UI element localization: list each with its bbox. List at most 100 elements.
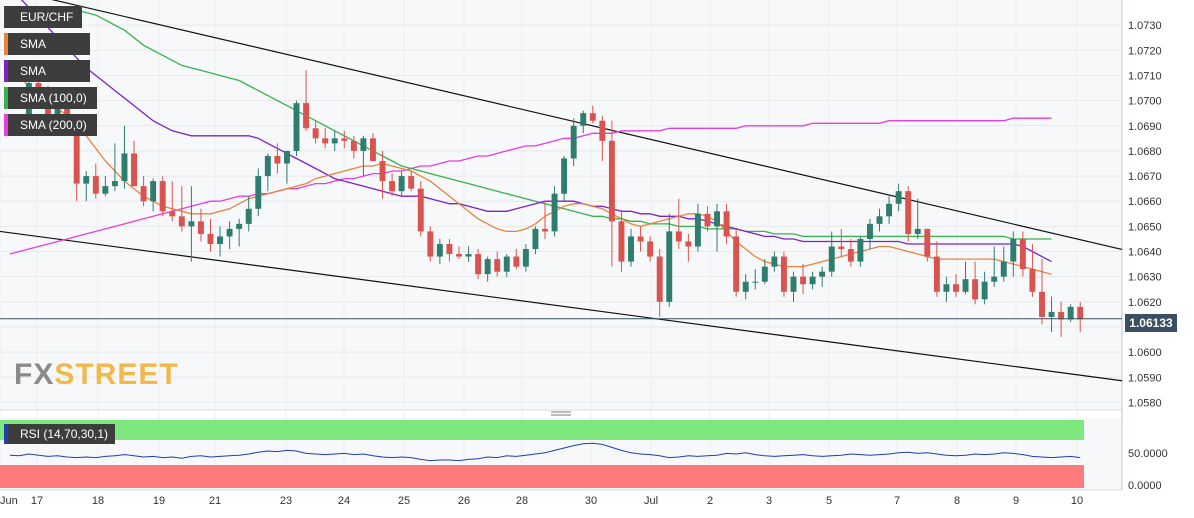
candle-body [599,120,606,141]
candle-body [962,279,969,292]
x-tick-label: 19 [153,495,165,507]
candle-body [761,266,768,282]
y-tick-label: 1.0680 [1128,146,1162,158]
candle-body [570,125,577,159]
sma100-label[interactable]: SMA (100,0) [4,87,97,109]
candle-body [475,254,482,275]
candle-body [169,211,176,217]
candle-body [283,150,290,164]
sma200-label[interactable]: SMA (200,0) [4,114,97,136]
symbol-label[interactable]: EUR/CHF [4,6,82,28]
y-tick-label: 1.0650 [1128,221,1162,233]
candle-body [1067,306,1074,320]
y-tick-label: 1.0620 [1128,297,1162,309]
candle-body [1039,291,1045,317]
sma21-line [9,69,1052,275]
candle-body [236,223,243,229]
candle-body [322,138,329,144]
candle-body [312,128,319,139]
sma50-label[interactable]: SMA (50,0) [4,60,90,100]
candle-body [188,221,195,227]
candle-body [1077,306,1084,320]
x-tick-label: 30 [585,495,597,507]
candle-body [456,254,462,257]
candle-body [771,256,778,267]
candle-body [723,211,730,237]
candle-body [150,181,157,202]
candle-body [972,279,979,300]
candle-body [733,236,740,292]
candle-body [274,155,281,164]
x-tick-label: 17 [31,495,43,507]
candle-body [981,281,988,300]
candle-body [293,103,300,151]
x-tick-label: 5 [826,495,832,507]
candle-body [436,243,443,257]
candle-body [427,231,434,257]
x-tick-label: 23 [280,495,292,507]
candle-body [628,236,634,262]
candle-body [675,231,682,242]
price-pane [0,0,1122,410]
candle-body [780,256,787,292]
x-tick-label: 3 [766,495,772,507]
rsi-tick-label: 0.0000 [1128,480,1162,492]
candle-body [131,153,137,187]
candle-body [561,158,568,194]
candle-body [943,284,950,292]
candle-body [685,241,692,247]
candle-body [255,176,262,209]
candle-body [264,155,271,177]
rsi-tick-label: 50.0000 [1128,448,1168,460]
candle-body [503,256,510,272]
candle-body [886,203,893,217]
y-tick-label: 1.0730 [1128,20,1162,32]
candle-body [608,140,615,222]
candle-body [838,246,845,250]
y-tick-label: 1.0600 [1128,347,1162,359]
candle-body [876,216,883,224]
x-tick-label: 8 [954,495,960,507]
candle-body [800,276,807,285]
y-tick-label: 1.0690 [1128,121,1162,133]
candle-body [905,191,912,234]
candle-body [551,193,558,232]
candle-body [341,138,348,141]
trendline [0,230,1123,382]
fxstreet-logo: FXSTREET [14,358,179,391]
candle-body [704,213,711,227]
candle-body [637,236,644,242]
sma200-line [9,117,1052,255]
candle-body [666,231,673,302]
candle-body [618,221,625,262]
candle-body [589,113,596,121]
candle-body [790,276,797,292]
candle-body [532,228,539,250]
candle-body [1048,311,1055,317]
sma50-line [20,0,1052,263]
y-tick-label: 1.0590 [1128,372,1162,384]
y-tick-label: 1.0710 [1128,70,1162,82]
y-tick-label: 1.0640 [1128,247,1162,259]
sma21-label[interactable]: SMA (21,0) [4,33,90,73]
candle-body [494,259,501,272]
rsi-label[interactable]: RSI (14,70,30,1) [4,424,115,444]
x-tick-label: 2 [707,495,713,507]
candle-body [197,221,204,234]
y-tick-label: 1.0660 [1128,196,1162,208]
candle-body [819,271,826,277]
candle-body [207,233,214,244]
x-tick-label: 24 [338,495,350,507]
candle-body [54,105,61,116]
candle-body [140,186,147,202]
candle-body [752,281,759,283]
x-tick-label: 7 [894,495,900,507]
candle-body [245,208,252,224]
candle-body [857,238,864,262]
rsi-line [9,442,1081,462]
candle-body [417,188,424,232]
candle-body [331,138,338,144]
candle-body [847,249,854,262]
candle-body [111,181,118,187]
